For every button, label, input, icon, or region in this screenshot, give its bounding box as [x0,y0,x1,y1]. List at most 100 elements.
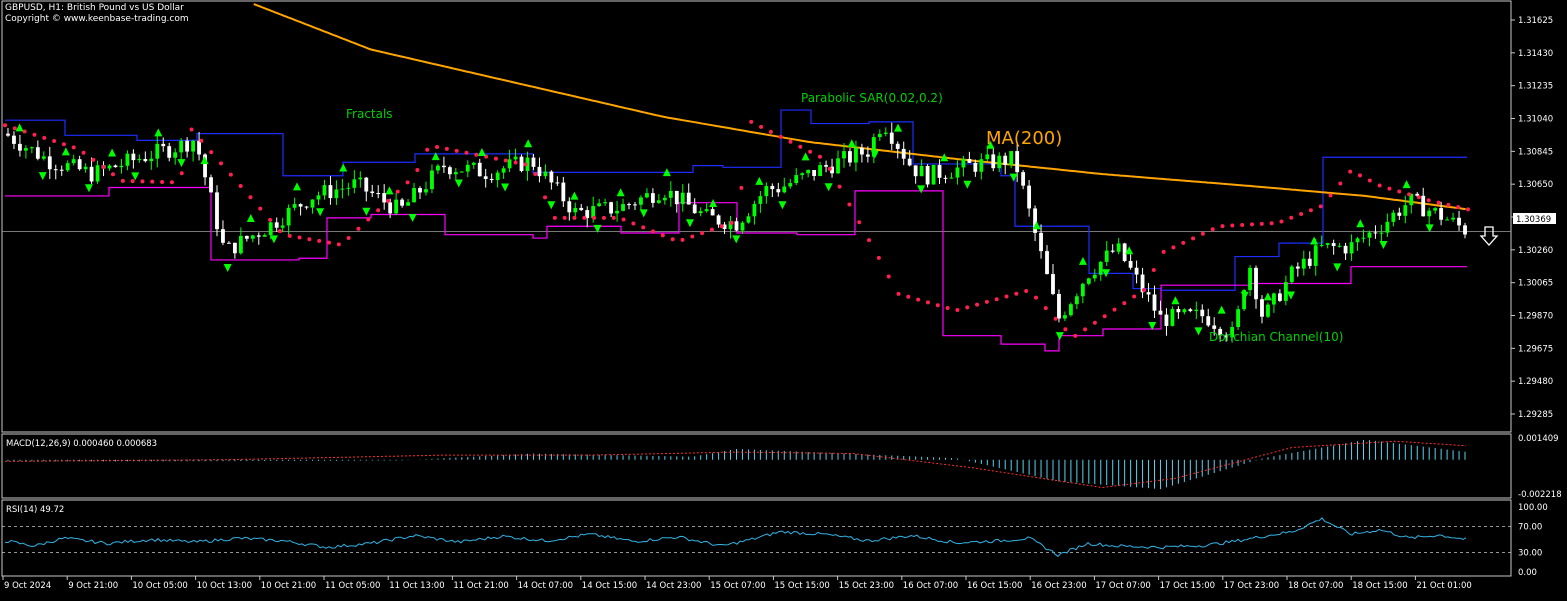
candle [328,176,333,205]
macd-panel-frame [1,433,1512,499]
sar-dot [984,299,989,304]
x-tick-label: 16 Oct 23:00 [1031,581,1086,591]
candle-body [686,192,691,205]
candle-body [573,207,578,213]
sar-dot [327,240,332,245]
candle-body [1218,328,1223,336]
sar-dot [896,291,901,296]
sar-dot [111,172,116,177]
candle-body [388,202,393,214]
candle-body [812,169,817,177]
sar-dot [287,233,292,238]
candle [1098,261,1103,281]
candle-body [1415,193,1420,196]
candle-body [1373,232,1378,234]
candle-body [167,146,172,158]
candle [603,198,608,206]
candle-body [83,166,88,170]
candle [77,155,82,171]
candle-body [1027,185,1032,209]
candle-body [519,156,524,171]
candle [304,205,309,210]
candle [609,201,614,218]
candle-body [597,203,602,207]
candle-body [830,166,834,174]
sar-dot [52,139,57,144]
candle-body [1063,315,1067,319]
candle-body [1397,212,1402,216]
candle [1110,244,1115,254]
candle-body [376,193,381,195]
sar-dot [444,146,449,151]
y-tick-label: 1.29480 [1518,377,1553,387]
x-tick-label: 18 Oct 15:00 [1352,581,1407,591]
candle-body [859,147,864,155]
x-tick-label: 11 Oct 21:00 [453,581,508,591]
sar-dot [1220,224,1225,229]
candle-body [1092,274,1097,279]
candle [848,148,852,167]
candle [794,168,799,186]
candle [519,154,524,173]
sar-dot [827,166,832,171]
candle [764,182,769,204]
candle-body [531,157,536,167]
candle [167,142,172,162]
candle-body [18,143,22,151]
candle-body [1128,260,1133,268]
fractal-down [223,264,232,273]
candle [1289,264,1294,285]
candle-body [865,154,870,157]
candle [1266,302,1270,319]
fractal-down [963,180,972,189]
candle [919,159,924,177]
candle [1176,306,1181,319]
candle [1277,289,1282,303]
fractal-up [755,176,764,185]
sar-dot [179,171,184,176]
fractal-down [1194,327,1203,336]
sar-dot [709,227,714,232]
candle-body [549,171,554,183]
candle [501,165,506,179]
sar-dot [356,226,361,231]
sar-dot [61,142,66,147]
candle-body [985,154,990,160]
candle [262,233,267,237]
fractal-down [685,219,694,228]
candle-body [1188,309,1193,312]
candle-body [71,159,76,164]
candle-body [967,158,972,163]
candle-body [591,206,596,219]
fractal-up [1402,180,1411,189]
candle-body [489,178,494,181]
candle [358,171,363,188]
y-tick-label: 1.30260 [1518,246,1553,256]
sar-dot [366,217,371,222]
candle-body [740,222,745,231]
candle [1254,265,1258,309]
candle-body [877,133,882,138]
candle-body [65,163,70,171]
candle-body [1439,208,1444,220]
sar-dot [150,179,155,184]
candle-body [310,199,315,208]
fractal-down [362,207,371,216]
candle [650,188,655,208]
candle [973,159,978,177]
candle [943,175,948,184]
sar-dot [955,308,960,313]
rsi-tick-label: 0.00 [1518,568,1537,578]
candle-body [1266,304,1270,317]
candle [597,198,602,207]
sar-dot [376,208,381,213]
fractal-up [570,191,579,200]
candle [340,178,345,199]
candle-body [244,235,249,239]
candle-body [209,177,213,193]
candle-body [6,133,10,136]
sar-dot [1122,301,1127,306]
candle [1051,264,1055,296]
x-tick-label: 14 Oct 23:00 [646,581,701,591]
